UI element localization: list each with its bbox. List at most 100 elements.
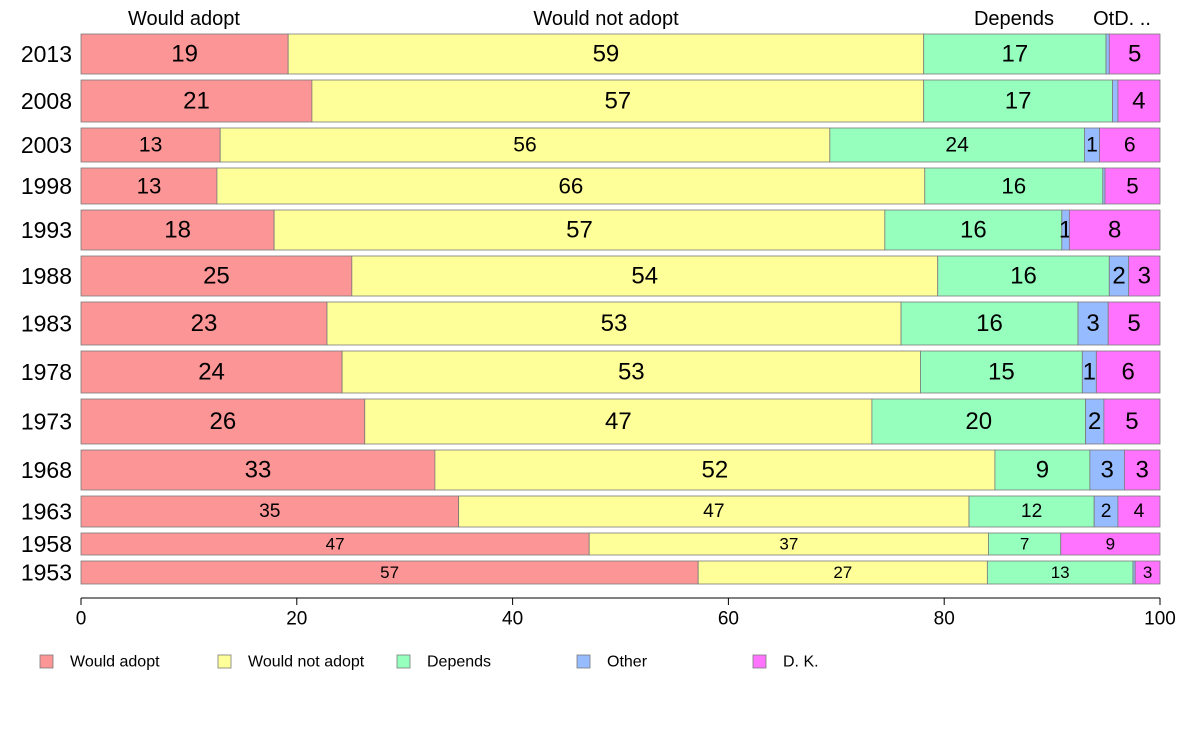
bar-value-label: 20 bbox=[965, 408, 992, 435]
bar-segment bbox=[968, 495, 1095, 528]
bar-value-label: 5 bbox=[1128, 41, 1141, 68]
bar-row: 57 27 13 3 bbox=[80, 560, 1161, 585]
legend-item: Would not adopt bbox=[217, 654, 365, 671]
legend-label: D. K. bbox=[783, 654, 819, 671]
bar-value-label: 35 bbox=[259, 501, 280, 522]
bar-segment bbox=[80, 449, 436, 491]
bar-value-label: 7 bbox=[1020, 535, 1029, 554]
top-column-label: OtD. .. bbox=[1093, 8, 1151, 30]
bar-segment bbox=[80, 209, 275, 251]
legend-item: D. K. bbox=[752, 654, 819, 671]
bar-value-label: 2 bbox=[1101, 501, 1112, 522]
legend-swatch bbox=[217, 654, 232, 669]
bar-segment bbox=[923, 33, 1107, 75]
y-axis-labels: 2013 2008 2003 1998 1993 1988 1983 1978 1973 1968… bbox=[21, 41, 72, 586]
bar-value-label: 24 bbox=[198, 359, 225, 386]
bars-group: 19 59 17 521 57 17 413 56 24 1 613 66 16 518 57 16 1 825 5… bbox=[80, 33, 1161, 585]
bar-segment bbox=[351, 255, 939, 297]
y-tick-label: 1973 bbox=[21, 409, 72, 435]
bar-value-label: 9 bbox=[1036, 457, 1049, 484]
bar-row: 33 52 9 3 3 bbox=[80, 449, 1161, 491]
bar-value-label: 5 bbox=[1125, 408, 1138, 435]
bar-value-label: 16 bbox=[1010, 263, 1037, 290]
bar-value-label: 5 bbox=[1127, 310, 1140, 337]
bar-value-label: 2 bbox=[1088, 408, 1101, 435]
bar-segment bbox=[80, 127, 221, 163]
legend-swatch bbox=[396, 654, 411, 669]
bar-segment bbox=[341, 350, 921, 394]
bar-value-label: 19 bbox=[171, 41, 198, 68]
y-tick-label: 1953 bbox=[21, 560, 72, 586]
bar-segment bbox=[311, 79, 925, 123]
bar-value-label: 57 bbox=[566, 217, 593, 244]
bar-row: 18 57 16 1 8 bbox=[80, 209, 1161, 251]
bar-value-label: 25 bbox=[203, 263, 230, 290]
bar-value-label: 6 bbox=[1124, 134, 1136, 157]
bar-value-label: 33 bbox=[245, 457, 272, 484]
bar-segment bbox=[1105, 33, 1110, 75]
bar-segment bbox=[364, 398, 873, 445]
bar-row: 23 53 16 3 5 bbox=[80, 301, 1161, 346]
bar-value-label: 5 bbox=[1126, 174, 1138, 199]
legend-label: Would adopt bbox=[70, 654, 160, 671]
bar-segment bbox=[80, 350, 343, 394]
bar-segment bbox=[216, 167, 926, 205]
bar-row: 26 47 20 2 5 bbox=[80, 398, 1161, 445]
bar-value-label: 16 bbox=[960, 217, 987, 244]
x-tick-label: 60 bbox=[718, 609, 739, 630]
bar-value-label: 59 bbox=[593, 41, 620, 68]
legend-swatch bbox=[39, 654, 54, 669]
bar-value-label: 3 bbox=[1100, 457, 1113, 484]
bar-segment bbox=[1089, 449, 1125, 491]
bar-row: 47 37 7 9 bbox=[80, 532, 1161, 556]
bar-value-label: 52 bbox=[702, 457, 729, 484]
y-tick-label: 1993 bbox=[21, 217, 72, 243]
bar-segment bbox=[1104, 167, 1161, 205]
bar-value-label: 4 bbox=[1132, 88, 1145, 115]
bar-value-label: 8 bbox=[1108, 217, 1121, 244]
legend: Would adopt Would not adopt Depends Other D.… bbox=[39, 654, 819, 671]
legend-item: Depends bbox=[396, 654, 491, 671]
bar-segment bbox=[434, 449, 996, 491]
bar-segment bbox=[1095, 350, 1161, 394]
bar-segment bbox=[80, 167, 218, 205]
bar-value-label: 6 bbox=[1121, 359, 1134, 386]
top-column-labels: Would adopt Would not adopt Depends OtD. .. bbox=[128, 8, 1151, 30]
bar-value-label: 17 bbox=[1005, 88, 1032, 115]
bar-value-label: 13 bbox=[137, 174, 162, 199]
bar-segment bbox=[80, 398, 366, 445]
y-tick-label: 2008 bbox=[21, 88, 72, 114]
bar-segment bbox=[1128, 255, 1161, 297]
bar-value-label: 27 bbox=[833, 563, 852, 582]
bar-segment bbox=[1099, 127, 1161, 163]
bar-segment bbox=[884, 209, 1063, 251]
x-tick-label: 100 bbox=[1144, 609, 1176, 630]
bar-segment bbox=[994, 449, 1091, 491]
bar-segment bbox=[273, 209, 886, 251]
bar-row: 21 57 17 4 bbox=[80, 79, 1161, 123]
bar-segment bbox=[1107, 301, 1161, 346]
bar-segment bbox=[219, 127, 831, 163]
bar-value-label: 3 bbox=[1086, 310, 1099, 337]
y-tick-label: 2003 bbox=[21, 132, 72, 158]
bar-row: 13 66 16 5 bbox=[80, 167, 1161, 205]
bar-row: 35 47 12 2 4 bbox=[80, 495, 1161, 528]
bar-segment bbox=[80, 255, 353, 297]
bar-segment bbox=[326, 301, 902, 346]
bar-value-label: 15 bbox=[988, 359, 1015, 386]
bar-value-label: 18 bbox=[164, 217, 191, 244]
bar-segment bbox=[458, 495, 970, 528]
bar-segment bbox=[1068, 209, 1161, 251]
bar-value-label: 53 bbox=[618, 359, 645, 386]
legend-swatch bbox=[752, 654, 767, 669]
bar-value-label: 12 bbox=[1021, 501, 1042, 522]
bar-value-label: 17 bbox=[1002, 41, 1029, 68]
bar-value-label: 54 bbox=[631, 263, 658, 290]
bar-segment bbox=[924, 167, 1104, 205]
legend-swatch bbox=[576, 654, 591, 669]
bar-row: 25 54 16 2 3 bbox=[80, 255, 1161, 297]
bar-segment bbox=[1117, 495, 1161, 528]
bar-value-label: 47 bbox=[326, 535, 345, 554]
bar-value-label: 53 bbox=[601, 310, 628, 337]
